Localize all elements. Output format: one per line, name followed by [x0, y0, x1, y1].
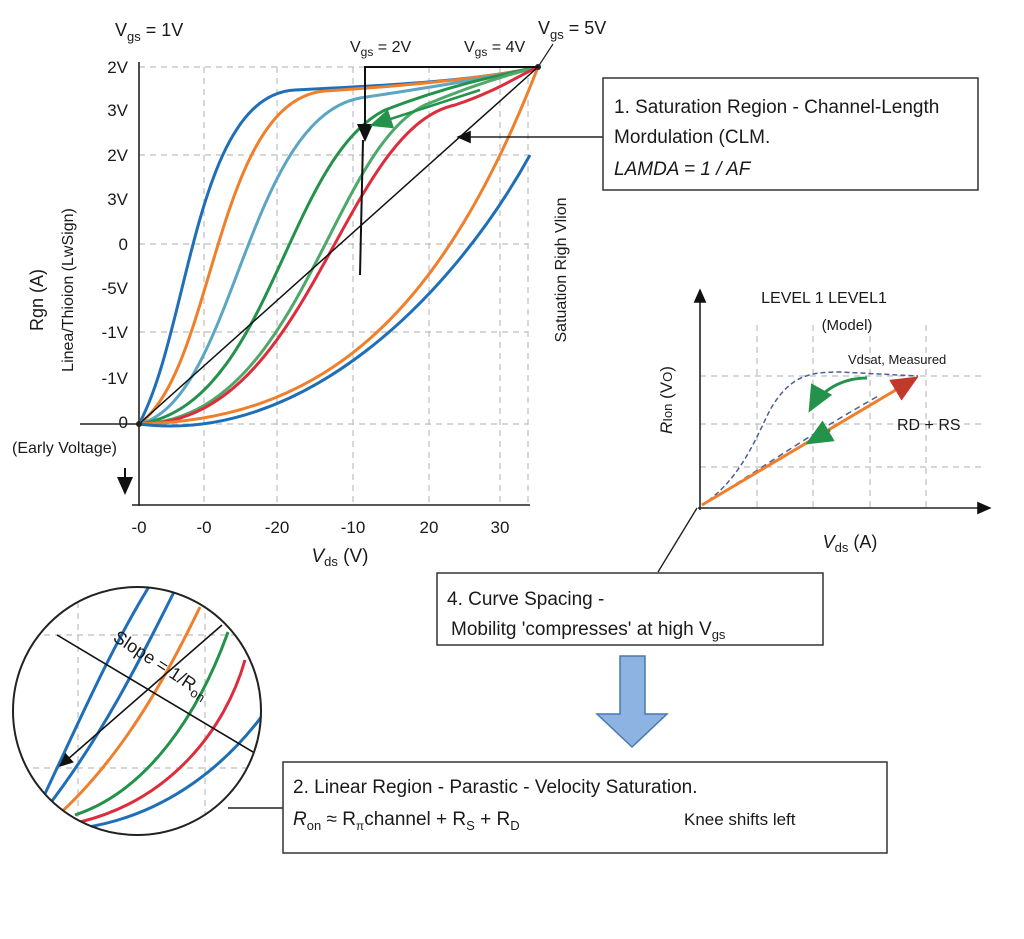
y-tick-labels: 2V 3V 2V 3V 0 -5V -1V -1V 0: [102, 58, 129, 432]
y-axis-label-secondary: Linea/Thioion (LwSign): [60, 208, 77, 372]
callout4-line2: Mobilitg 'compresses' at high Vgs: [451, 619, 726, 642]
callout1-formula: LAMDA = 1 / AF: [614, 159, 752, 180]
tangent-arrow: [58, 624, 223, 768]
load-line: [138, 66, 539, 425]
x-tick: -0: [131, 518, 146, 537]
inset-y-label: RIon (VO): [657, 366, 676, 434]
zoom-curve-blue: [43, 589, 177, 811]
callout-saturation-region: 1. Saturation Region - Channel-Length Mo…: [602, 77, 979, 191]
slope-label: Slope = 1/Ron: [108, 627, 212, 706]
grid: [139, 66, 529, 505]
y-tick: -5V: [102, 279, 129, 298]
saturation-region-label: Satuation Righ Vlion: [553, 198, 570, 343]
curve-red: [138, 65, 539, 426]
y-tick: 0: [119, 235, 128, 254]
inset-title: LEVEL 1 LEVEL1: [761, 290, 887, 307]
vdsat-label: Vdsat, Measured: [848, 352, 946, 367]
curve-green-1: [138, 65, 539, 426]
y-tick: 2V: [107, 58, 128, 77]
zoom-curve-blue: [81, 711, 261, 830]
curve-blue-2: [138, 154, 532, 428]
callout2-title: 2. Linear Region - Parastic - Velocity S…: [293, 777, 697, 798]
callout1-title: 1. Saturation Region - Channel-Length: [614, 97, 939, 118]
callout4-title: 4. Curve Spacing -: [447, 589, 604, 610]
inset-leader: [657, 507, 698, 573]
y-tick: -1V: [102, 323, 129, 342]
main-plot: 2V 3V 2V 3V 0 -5V -1V -1V 0 -0 -0 -20 -1…: [12, 18, 606, 569]
vgs-1v-label: Vgs = 1V: [115, 20, 183, 44]
iv-curves: [136, 64, 541, 428]
callout-linear-region: 2. Linear Region - Parastic - Velocity S…: [282, 761, 888, 854]
vgs-5v-leader: [537, 43, 554, 68]
inset-plot: LEVEL 1 LEVEL1 (Model) Vdsat, Measured R…: [657, 288, 992, 573]
zoom-curve-orange: [54, 606, 202, 820]
y-tick: 2V: [107, 146, 128, 165]
zoom-curve-green: [74, 631, 230, 817]
inset-x-label: Vds (A): [823, 532, 878, 555]
x-tick-labels: -0 -0 -20 -10 20 30: [131, 518, 509, 537]
x-tick: -10: [341, 518, 366, 537]
zoom-circle: Slope = 1/Ron: [12, 586, 262, 836]
inset-subtitle: (Model): [822, 317, 873, 334]
origin-point: [136, 421, 142, 427]
y-tick: 3V: [107, 190, 128, 209]
green-curved-arrow: [808, 376, 868, 413]
y-axis-label: Rgn (A): [27, 269, 47, 331]
down-arrow-icon: [595, 655, 669, 749]
slope-line: [56, 634, 259, 756]
x-tick: 20: [420, 518, 439, 537]
early-voltage-label: (Early Voltage): [12, 440, 117, 457]
rd-rs-label: RD + RS: [897, 417, 961, 434]
zoom-circle-border: [12, 586, 262, 836]
curve-orange-1: [138, 65, 539, 426]
y-tick: 3V: [107, 101, 128, 120]
vgs-5v-label: Vgs = 5V: [538, 18, 606, 42]
y-tick: -1V: [102, 369, 129, 388]
vgs-2v-bracket-arrow: [357, 66, 538, 142]
x-tick: -0: [196, 518, 211, 537]
curve-green-2: [138, 65, 539, 426]
callout-curve-spacing: 4. Curve Spacing - Mobilitg 'compresses'…: [436, 572, 824, 646]
green-arrow: [369, 88, 481, 129]
y-tick: 0: [119, 413, 128, 432]
vgs-2v-label: Vgs = 2V: [350, 39, 411, 59]
zoom-curve-blue: [40, 587, 152, 801]
green-arrow-small: [805, 420, 835, 445]
zoom-curve-red: [79, 659, 247, 824]
callout1-line2: Mordulation (CLM.: [614, 127, 770, 148]
x-tick: 30: [491, 518, 510, 537]
knee-shifts-note: Knee shifts left: [684, 810, 796, 829]
callout2-formula: Ron ≈ Rπchannel + RS + RD: [293, 809, 520, 833]
vgs-2v-pointer: [359, 139, 364, 276]
x-tick: -20: [265, 518, 290, 537]
vgs-4v-label: Vgs = 4V: [464, 39, 525, 59]
x-axis-label: Vds (V): [311, 546, 368, 569]
curve-orange-2: [138, 66, 540, 426]
